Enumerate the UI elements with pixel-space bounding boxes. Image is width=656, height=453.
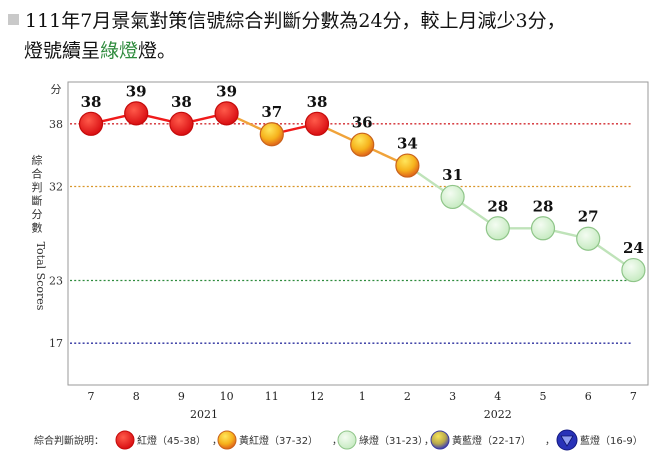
data-point-green <box>440 184 465 210</box>
x-tick-label: 4 <box>494 390 501 403</box>
legend-label: 藍燈（16-9） <box>580 434 643 447</box>
x-year-label: 2022 <box>484 408 512 421</box>
data-label: 28 <box>533 197 554 215</box>
legend-separator: ， <box>212 436 222 447</box>
headline-line2-pre: 燈號續呈 <box>24 40 101 62</box>
legend-label: 黃藍燈（22-17） <box>452 434 531 447</box>
legend-label: 綠燈（31-23） <box>359 435 428 447</box>
y-axis-unit: 分 <box>51 83 62 96</box>
headline-line2: 燈號續呈綠燈燈。 <box>8 36 566 66</box>
y-axis-label-char: 分 <box>32 208 43 221</box>
legend-label: 紅燈（45-38） <box>137 435 206 447</box>
x-tick-label: 9 <box>178 390 185 403</box>
data-point-green <box>621 257 646 283</box>
legend-separator: ， <box>424 436 434 447</box>
x-tick-label: 7 <box>630 390 637 403</box>
legend-separator: ， <box>545 436 555 447</box>
data-label: 38 <box>171 93 192 111</box>
threshold-lines <box>70 123 632 344</box>
headline-line2-post: 燈。 <box>138 40 177 62</box>
legend-marker-red <box>115 430 135 450</box>
y-tick-label: 23 <box>49 275 63 288</box>
data-point-green <box>485 216 510 241</box>
x-tick-label: 12 <box>310 390 324 403</box>
x-tick-label: 3 <box>449 390 456 403</box>
data-point-yellow-red <box>350 132 375 157</box>
legend-title: 綜合判斷說明： <box>34 434 104 447</box>
y-tick-label: 32 <box>49 180 63 193</box>
y-axis-label-char: 斷 <box>32 195 43 208</box>
data-point-red <box>304 111 330 136</box>
legend: 綜合判斷說明： 紅燈（45-38），黃紅燈（37-32），綠燈（31-23）， 黃藍… <box>34 429 643 451</box>
data-label: 39 <box>126 82 147 100</box>
y-axis-label-char: 合 <box>32 167 43 181</box>
legend-label: 黃紅燈（37-32） <box>239 434 318 447</box>
x-tick-label: 6 <box>585 390 592 403</box>
x-tick-label: 8 <box>133 390 140 403</box>
x-tick-label: 7 <box>88 390 95 403</box>
data-point-red <box>124 101 149 126</box>
legend-marker-green <box>337 430 357 450</box>
data-point-yellow-red <box>259 122 284 147</box>
data-point-green <box>530 216 556 241</box>
bullet-square-icon <box>8 14 19 25</box>
data-point-yellow-red <box>395 153 420 178</box>
headline-green-word: 綠燈 <box>100 40 139 62</box>
x-tick-label: 1 <box>359 390 366 403</box>
x-tick-label: 10 <box>220 390 234 403</box>
data-label: 34 <box>397 135 418 153</box>
data-point-red <box>214 101 239 126</box>
headline: 111年7月景氣對策信號綜合判斷分數為24分，較上月減少3分， 燈號續呈綠燈燈。 <box>8 6 566 66</box>
x-tick-label: 2 <box>404 390 411 403</box>
y-tick-label: 38 <box>49 118 63 131</box>
y-axis-label-char: 數 <box>32 222 43 235</box>
legend-marker-yellow-blue <box>430 430 450 450</box>
data-label: 27 <box>578 208 599 226</box>
data-label: 28 <box>487 197 508 215</box>
data-label: 38 <box>81 93 102 111</box>
data-label: 37 <box>261 103 282 121</box>
legend-separator: ， <box>332 436 342 447</box>
x-tick-label: 11 <box>265 390 279 403</box>
data-label: 24 <box>623 239 644 257</box>
data-label: 31 <box>442 166 463 184</box>
y-tick-label: 17 <box>49 337 63 350</box>
x-year-label: 2021 <box>190 408 218 421</box>
legend-marker-yellow-red <box>217 430 237 450</box>
y-axis-label-char: 判 <box>32 181 43 194</box>
x-tick-label: 5 <box>540 390 547 403</box>
y-axis-label-char: 綜 <box>32 153 43 167</box>
y-axis-label-en: Total Scores <box>34 242 47 311</box>
data-point-red <box>169 111 194 136</box>
legend-marker-triangle-icon <box>560 435 574 447</box>
data-label: 39 <box>216 82 237 100</box>
data-label: 36 <box>352 114 373 132</box>
data-points <box>78 101 646 283</box>
data-point-green <box>576 226 601 251</box>
data-labels: 38 39 38 39 37 38 36 34 31 28 28 27 24 <box>81 82 644 257</box>
data-label: 38 <box>307 93 328 111</box>
data-point-red <box>78 111 104 136</box>
headline-line1: 111年7月景氣對策信號綜合判斷分數為24分，較上月減少3分， <box>25 10 566 32</box>
